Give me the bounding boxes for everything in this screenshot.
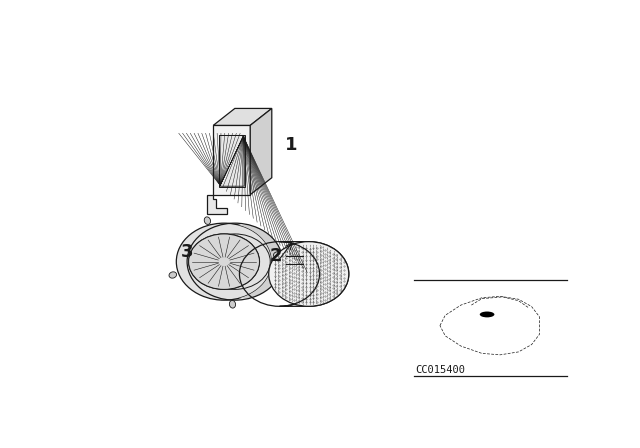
Ellipse shape bbox=[229, 301, 236, 308]
Text: 3: 3 bbox=[181, 243, 194, 261]
Text: 1: 1 bbox=[285, 136, 298, 154]
Polygon shape bbox=[207, 195, 227, 214]
Ellipse shape bbox=[269, 241, 349, 306]
Ellipse shape bbox=[204, 217, 211, 224]
Polygon shape bbox=[219, 134, 245, 187]
Ellipse shape bbox=[189, 234, 259, 289]
Ellipse shape bbox=[176, 223, 272, 300]
Text: CC015400: CC015400 bbox=[416, 365, 466, 375]
Ellipse shape bbox=[189, 234, 259, 289]
Text: 2: 2 bbox=[270, 246, 282, 265]
Ellipse shape bbox=[169, 272, 177, 278]
Ellipse shape bbox=[273, 252, 281, 258]
Ellipse shape bbox=[480, 311, 495, 317]
Polygon shape bbox=[250, 108, 272, 195]
Polygon shape bbox=[213, 108, 272, 125]
Polygon shape bbox=[213, 125, 250, 195]
Polygon shape bbox=[239, 225, 282, 298]
Polygon shape bbox=[280, 241, 349, 306]
